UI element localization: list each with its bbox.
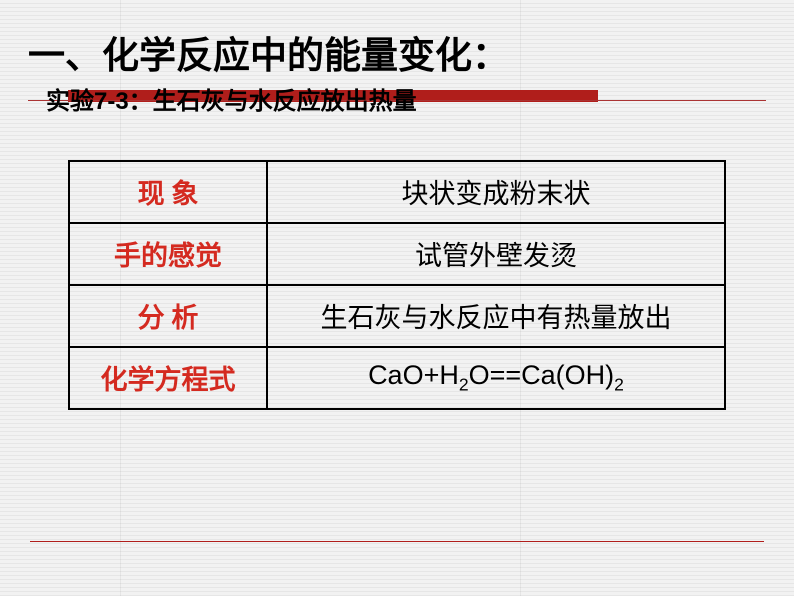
subtitle: 实验7-3：生石灰与水反应放出热量 <box>46 81 766 116</box>
table-row: 分 析 生石灰与水反应中有热量放出 <box>69 285 725 347</box>
row-label-equation: 化学方程式 <box>69 347 267 409</box>
equation-part: CaO+H <box>368 360 459 390</box>
value-text: 生石灰与水反应中有热量放出 <box>321 303 672 333</box>
reaction-table: 现 象 块状变成粉末状 手的感觉 试管外壁发烫 分 析 生石灰与水反应中有热量放… <box>68 160 726 410</box>
row-value-phenomenon: 块状变成粉末状 <box>267 161 725 223</box>
row-label-phenomenon: 现 象 <box>69 161 267 223</box>
equation-sub: 2 <box>614 374 624 394</box>
equation-part: O==Ca(OH) <box>469 360 615 390</box>
table-row: 现 象 块状变成粉末状 <box>69 161 725 223</box>
row-label-analysis: 分 析 <box>69 285 267 347</box>
value-text: 试管外壁发烫 <box>415 241 577 271</box>
table-row: 化学方程式 CaO+H2O==Ca(OH)2 <box>69 347 725 409</box>
label-text: 分 析 <box>138 303 199 333</box>
equation-sub: 2 <box>459 374 469 394</box>
label-text: 现 象 <box>138 179 199 209</box>
row-label-touch: 手的感觉 <box>69 223 267 285</box>
row-value-touch: 试管外壁发烫 <box>267 223 725 285</box>
row-value-equation: CaO+H2O==Ca(OH)2 <box>267 347 725 409</box>
value-text: 块状变成粉末状 <box>402 179 591 209</box>
table-row: 手的感觉 试管外壁发烫 <box>69 223 725 285</box>
label-text: 手的感觉 <box>114 241 222 271</box>
footer-rule <box>30 541 764 542</box>
row-value-analysis: 生石灰与水反应中有热量放出 <box>267 285 725 347</box>
title-block: 一、化学反应中的能量变化： 实验7-3：生石灰与水反应放出热量 <box>28 28 766 116</box>
page-title: 一、化学反应中的能量变化： <box>28 28 766 84</box>
